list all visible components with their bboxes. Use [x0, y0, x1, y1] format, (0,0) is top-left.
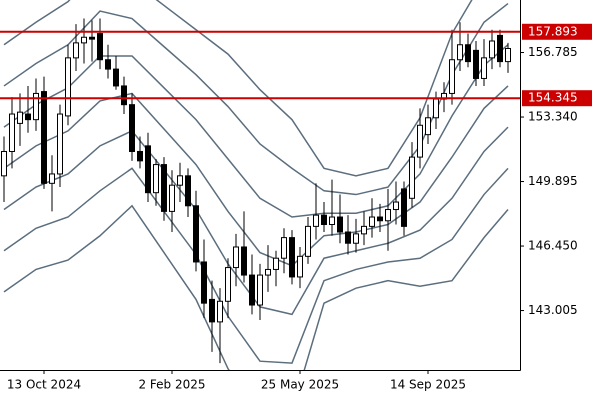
- candle-body: [465, 44, 471, 63]
- candle-body: [105, 59, 111, 70]
- candle-body: [121, 85, 127, 106]
- candle-body: [153, 164, 159, 194]
- candle-body: [337, 216, 343, 233]
- candle-body: [169, 184, 175, 212]
- candle-body: [249, 274, 255, 306]
- candle-body: [17, 111, 23, 124]
- x-tick-label: 13 Oct 2024: [7, 378, 81, 392]
- candle-body: [201, 261, 207, 304]
- price-label: 154.345: [528, 91, 578, 105]
- candle-body: [145, 145, 151, 194]
- candle-body: [401, 188, 407, 227]
- candle-body: [345, 231, 351, 244]
- candle-body: [489, 40, 495, 59]
- band-line: [3, 85, 509, 267]
- candle-body: [425, 117, 431, 136]
- candle-body: [321, 214, 327, 226]
- candle-body: [217, 300, 223, 323]
- candle-body: [41, 91, 47, 184]
- candle-body: [233, 246, 239, 269]
- candle-body: [177, 175, 183, 186]
- candle-body: [137, 150, 143, 162]
- y-tick-label: 153.340: [528, 110, 578, 124]
- band-line: [3, 167, 509, 364]
- y-tick-label: 143.005: [528, 303, 578, 317]
- candle-body: [225, 267, 231, 302]
- candle-body: [265, 268, 271, 276]
- band-line: [3, 44, 509, 218]
- candle-body: [161, 164, 167, 212]
- candle-body: [329, 216, 335, 226]
- y-tick-label: 146.450: [528, 239, 578, 253]
- candle-body: [297, 255, 303, 278]
- candle-body: [129, 104, 135, 152]
- candle-body: [449, 59, 455, 94]
- candle-body: [369, 216, 375, 227]
- candle-body: [505, 47, 511, 63]
- y-tick-label: 149.895: [528, 174, 578, 188]
- candle-body: [185, 175, 191, 207]
- candle-body: [257, 274, 263, 306]
- x-tick-label: 2 Feb 2025: [138, 378, 205, 392]
- candle-body: [1, 150, 7, 177]
- x-tick-label: 14 Sep 2025: [390, 378, 466, 392]
- candle-body: [193, 205, 199, 263]
- candle-body: [457, 44, 463, 61]
- candle-body: [305, 225, 311, 257]
- candle-body: [481, 57, 487, 79]
- price-label: 157.893: [528, 24, 578, 38]
- candle-body: [113, 68, 119, 87]
- candle-body: [89, 36, 95, 40]
- candle-body: [289, 237, 295, 278]
- candle-body: [417, 124, 423, 158]
- candle-body: [361, 225, 367, 235]
- candle-body: [25, 113, 31, 121]
- candle-body: [409, 156, 415, 199]
- candle-body: [313, 214, 319, 227]
- candle-body: [49, 173, 55, 184]
- price-label-box: [522, 90, 592, 107]
- candle-body: [241, 246, 247, 276]
- candle-body: [353, 233, 359, 244]
- candle-body: [273, 257, 279, 270]
- candle-body: [9, 113, 15, 152]
- candle-body: [497, 34, 503, 63]
- band-line: [3, 204, 509, 370]
- candle-body: [81, 36, 87, 44]
- candle-body: [97, 33, 103, 61]
- x-tick-label: 25 May 2025: [261, 378, 339, 392]
- candle-body: [433, 98, 439, 119]
- candle-body: [65, 57, 71, 117]
- candle-body: [385, 209, 391, 222]
- candle-body: [33, 92, 39, 121]
- y-tick-label: 156.785: [528, 45, 578, 59]
- candle-body: [209, 298, 215, 323]
- candle-body: [377, 216, 383, 222]
- plot-area: [1, 0, 511, 370]
- candle-body: [281, 237, 287, 259]
- candle-body: [393, 201, 399, 211]
- candle-body: [73, 42, 79, 59]
- band-line: [3, 0, 473, 177]
- price-label-box: [522, 23, 592, 40]
- candle-body: [57, 113, 63, 175]
- candle-body: [473, 49, 479, 79]
